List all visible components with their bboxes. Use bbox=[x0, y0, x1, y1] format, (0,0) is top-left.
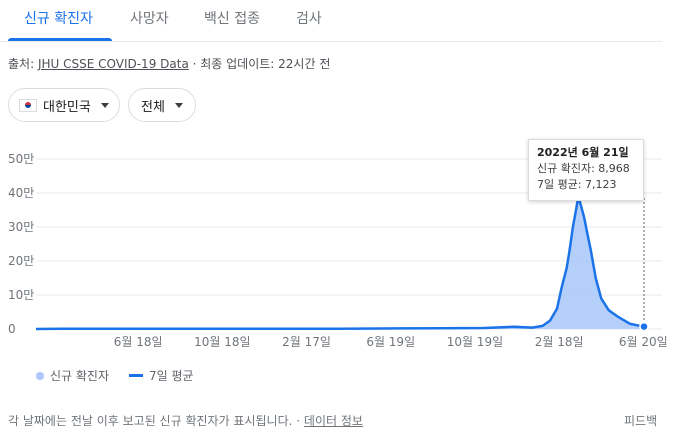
source-link[interactable]: JHU CSSE COVID-19 Data bbox=[37, 57, 189, 71]
footer-separator: · bbox=[292, 414, 304, 428]
tab-bar: 신규 확진자 사망자 백신 접종 검사 bbox=[0, 0, 662, 42]
x-tick-label: 6월 20일 bbox=[619, 335, 668, 349]
daily-cases-bars bbox=[36, 196, 644, 329]
tab-new-cases[interactable]: 신규 확진자 bbox=[24, 11, 93, 27]
tooltip-average: 7일 평균: 7,123 bbox=[537, 178, 617, 191]
highlight-point bbox=[639, 321, 649, 332]
dropdown-arrow-icon bbox=[174, 102, 183, 108]
active-tab-indicator bbox=[8, 38, 112, 41]
data-info-link[interactable]: 데이터 정보 bbox=[303, 414, 363, 428]
region-label: 대한민국 bbox=[43, 99, 91, 115]
range-label: 전체 bbox=[141, 99, 165, 115]
x-tick-label: 2월 18일 bbox=[535, 335, 584, 349]
y-tick-label: 50만 bbox=[8, 152, 34, 166]
x-tick-label: 10월 18일 bbox=[194, 335, 250, 349]
dropdown-arrow-icon bbox=[100, 102, 109, 108]
source-prefix: 출처: bbox=[8, 57, 38, 71]
chart-tooltip: 2022년 6월 21일 신규 확진자: 8,968 7일 평균: 7,123 bbox=[528, 139, 644, 201]
footer-text: 각 날짜에는 전날 이후 보고된 신규 확진자가 표시됩니다. bbox=[8, 414, 293, 428]
y-tick-label: 10만 bbox=[8, 288, 34, 302]
tooltip-cases: 신규 확진자: 8,968 bbox=[537, 162, 630, 175]
x-tick-label: 2월 17일 bbox=[282, 335, 331, 349]
legend-cases-label: 신규 확진자 bbox=[50, 369, 110, 383]
korea-flag-icon bbox=[19, 98, 37, 112]
y-tick-label: 20만 bbox=[8, 254, 34, 268]
tooltip-date: 2022년 6월 21일 bbox=[537, 146, 629, 159]
x-tick-label: 10월 19일 bbox=[447, 335, 503, 349]
feedback-link[interactable]: 피드백 bbox=[624, 414, 658, 428]
x-tick-label: 6월 19일 bbox=[366, 335, 415, 349]
seven-day-average-line bbox=[35, 195, 645, 331]
legend-cases-swatch bbox=[36, 371, 44, 380]
legend-average-swatch bbox=[129, 374, 144, 377]
last-updated: · 최종 업데이트: 22시간 전 bbox=[188, 57, 331, 71]
x-tick-label: 6월 18일 bbox=[114, 335, 163, 349]
y-tick-label: 0 bbox=[8, 322, 16, 336]
source-line: 출처: JHU CSSE COVID-19 Data · 최종 업데이트: 22… bbox=[8, 55, 330, 72]
region-dropdown[interactable]: 대한민국 bbox=[8, 88, 120, 122]
tab-tests[interactable]: 검사 bbox=[296, 11, 322, 27]
y-tick-label: 30만 bbox=[8, 220, 34, 234]
chart-legend: 신규 확진자 7일 평균 bbox=[36, 367, 194, 384]
range-dropdown[interactable]: 전체 bbox=[128, 88, 196, 122]
footer-note: 각 날짜에는 전날 이후 보고된 신규 확진자가 표시됩니다. · 데이터 정보 bbox=[8, 412, 363, 429]
tab-vaccinations[interactable]: 백신 접종 bbox=[204, 11, 260, 27]
legend-average-label: 7일 평균 bbox=[149, 369, 194, 383]
tab-deaths[interactable]: 사망자 bbox=[130, 11, 169, 27]
y-tick-label: 40만 bbox=[8, 186, 34, 200]
